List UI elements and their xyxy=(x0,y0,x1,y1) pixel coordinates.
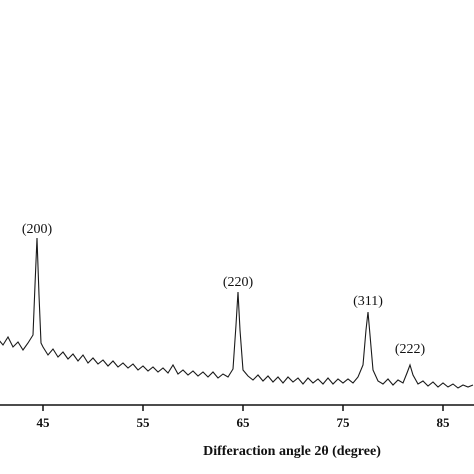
x-tick-label: 65 xyxy=(237,415,251,430)
x-tick-label: 85 xyxy=(437,415,451,430)
peak-label: (222) xyxy=(395,342,426,357)
x-tick-label: 55 xyxy=(137,415,151,430)
data-line xyxy=(0,237,474,389)
peak-label: (220) xyxy=(223,275,254,290)
x-axis-title: Differaction angle 2θ (degree) xyxy=(203,444,381,459)
peak-label: (200) xyxy=(22,222,53,237)
peak-label: (311) xyxy=(353,294,383,309)
x-tick-label: 75 xyxy=(337,415,351,430)
x-tick-label: 45 xyxy=(37,415,51,430)
